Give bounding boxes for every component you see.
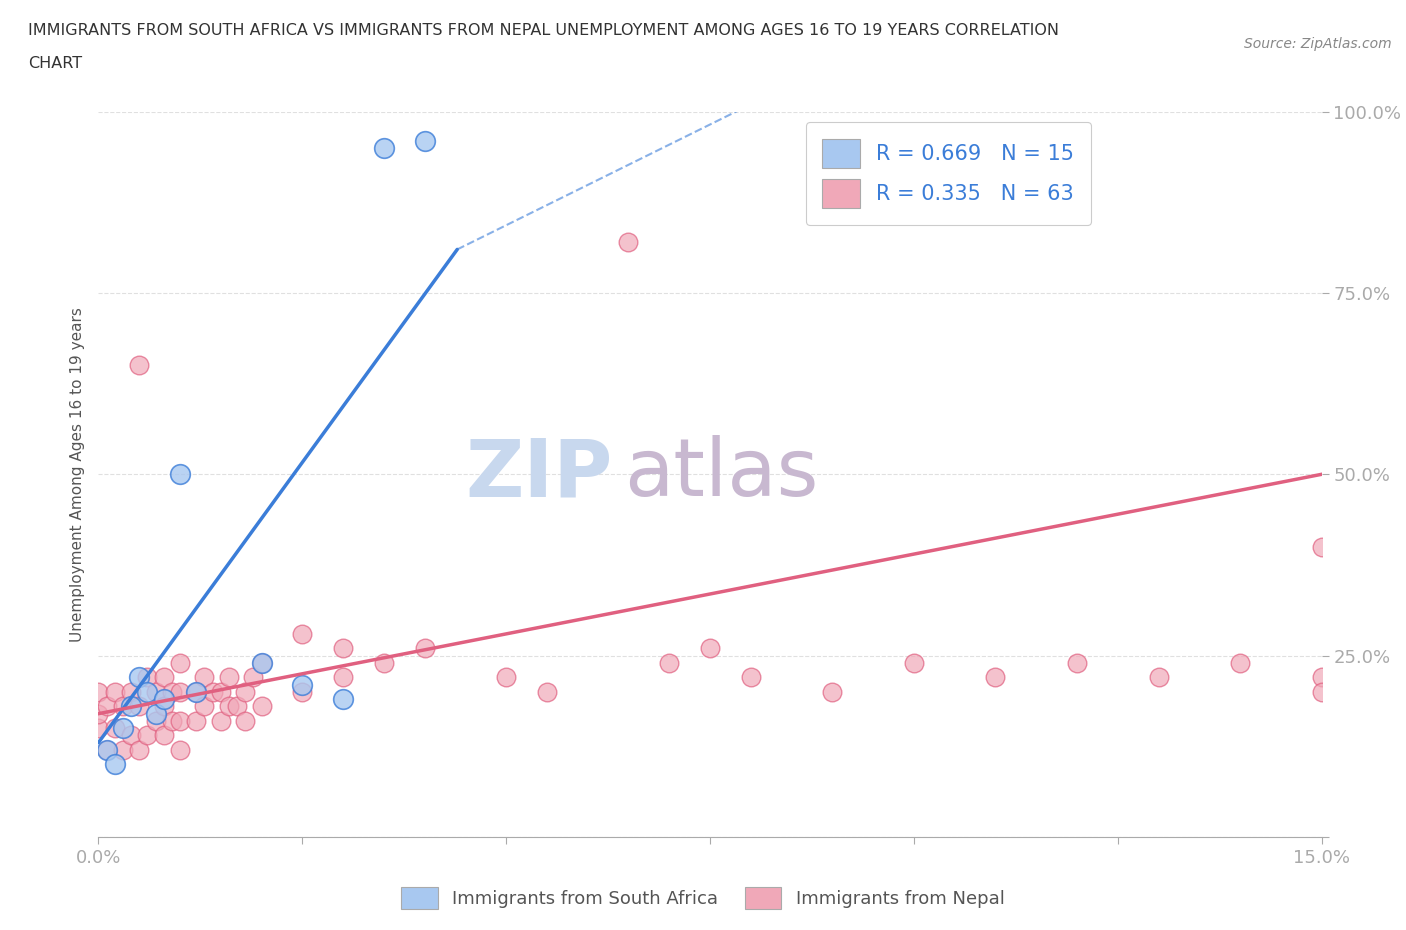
Point bbox=[136, 670, 159, 684]
Point bbox=[1229, 656, 1251, 671]
Point bbox=[242, 670, 264, 684]
Point bbox=[169, 656, 191, 671]
Point bbox=[128, 358, 150, 373]
Point bbox=[193, 670, 215, 684]
Point bbox=[111, 742, 134, 757]
Text: atlas: atlas bbox=[624, 435, 818, 513]
Point bbox=[87, 684, 110, 699]
Point bbox=[104, 684, 127, 699]
Y-axis label: Unemployment Among Ages 16 to 19 years: Unemployment Among Ages 16 to 19 years bbox=[69, 307, 84, 642]
Point bbox=[332, 692, 354, 707]
Point bbox=[96, 742, 118, 757]
Point bbox=[128, 699, 150, 714]
Point bbox=[136, 728, 159, 743]
Point bbox=[136, 684, 159, 699]
Point bbox=[209, 684, 232, 699]
Point bbox=[87, 706, 110, 721]
Point bbox=[120, 728, 142, 743]
Point bbox=[186, 713, 208, 728]
Point bbox=[111, 699, 134, 714]
Point bbox=[145, 713, 167, 728]
Point bbox=[1310, 670, 1333, 684]
Point bbox=[617, 234, 640, 249]
Point bbox=[145, 684, 167, 699]
Point bbox=[250, 656, 273, 671]
Point bbox=[699, 641, 721, 656]
Point bbox=[104, 757, 127, 772]
Point bbox=[250, 699, 273, 714]
Legend: R = 0.669   N = 15, R = 0.335   N = 63: R = 0.669 N = 15, R = 0.335 N = 63 bbox=[806, 122, 1091, 225]
Point bbox=[233, 713, 256, 728]
Point bbox=[104, 721, 127, 736]
Point bbox=[111, 721, 134, 736]
Point bbox=[169, 742, 191, 757]
Point bbox=[740, 670, 762, 684]
Point bbox=[495, 670, 517, 684]
Legend: Immigrants from South Africa, Immigrants from Nepal: Immigrants from South Africa, Immigrants… bbox=[394, 880, 1012, 916]
Point bbox=[291, 677, 314, 692]
Point bbox=[209, 713, 232, 728]
Point bbox=[226, 699, 249, 714]
Point bbox=[218, 670, 240, 684]
Text: ZIP: ZIP bbox=[465, 435, 612, 513]
Point bbox=[658, 656, 681, 671]
Point bbox=[120, 699, 142, 714]
Point bbox=[160, 684, 183, 699]
Point bbox=[536, 684, 558, 699]
Point bbox=[291, 627, 314, 642]
Point bbox=[332, 670, 354, 684]
Point bbox=[250, 656, 273, 671]
Point bbox=[413, 641, 436, 656]
Point bbox=[96, 699, 118, 714]
Point bbox=[821, 684, 844, 699]
Point bbox=[193, 699, 215, 714]
Point bbox=[152, 699, 174, 714]
Point bbox=[1310, 539, 1333, 554]
Text: IMMIGRANTS FROM SOUTH AFRICA VS IMMIGRANTS FROM NEPAL UNEMPLOYMENT AMONG AGES 16: IMMIGRANTS FROM SOUTH AFRICA VS IMMIGRAN… bbox=[28, 23, 1059, 38]
Text: CHART: CHART bbox=[28, 56, 82, 71]
Point bbox=[332, 641, 354, 656]
Point bbox=[152, 692, 174, 707]
Point bbox=[291, 684, 314, 699]
Point bbox=[145, 706, 167, 721]
Text: Source: ZipAtlas.com: Source: ZipAtlas.com bbox=[1244, 37, 1392, 51]
Point bbox=[120, 684, 142, 699]
Point bbox=[96, 742, 118, 757]
Point bbox=[201, 684, 224, 699]
Point bbox=[373, 656, 395, 671]
Point bbox=[413, 133, 436, 148]
Point bbox=[1147, 670, 1170, 684]
Point bbox=[169, 684, 191, 699]
Point bbox=[218, 699, 240, 714]
Point bbox=[186, 684, 208, 699]
Point bbox=[1310, 684, 1333, 699]
Point bbox=[373, 140, 395, 155]
Point bbox=[169, 467, 191, 482]
Point bbox=[160, 713, 183, 728]
Point bbox=[152, 670, 174, 684]
Point bbox=[1066, 656, 1088, 671]
Point bbox=[984, 670, 1007, 684]
Point bbox=[233, 684, 256, 699]
Point bbox=[87, 721, 110, 736]
Point bbox=[128, 670, 150, 684]
Point bbox=[186, 684, 208, 699]
Point bbox=[152, 728, 174, 743]
Point bbox=[903, 656, 925, 671]
Point bbox=[128, 742, 150, 757]
Point bbox=[169, 713, 191, 728]
